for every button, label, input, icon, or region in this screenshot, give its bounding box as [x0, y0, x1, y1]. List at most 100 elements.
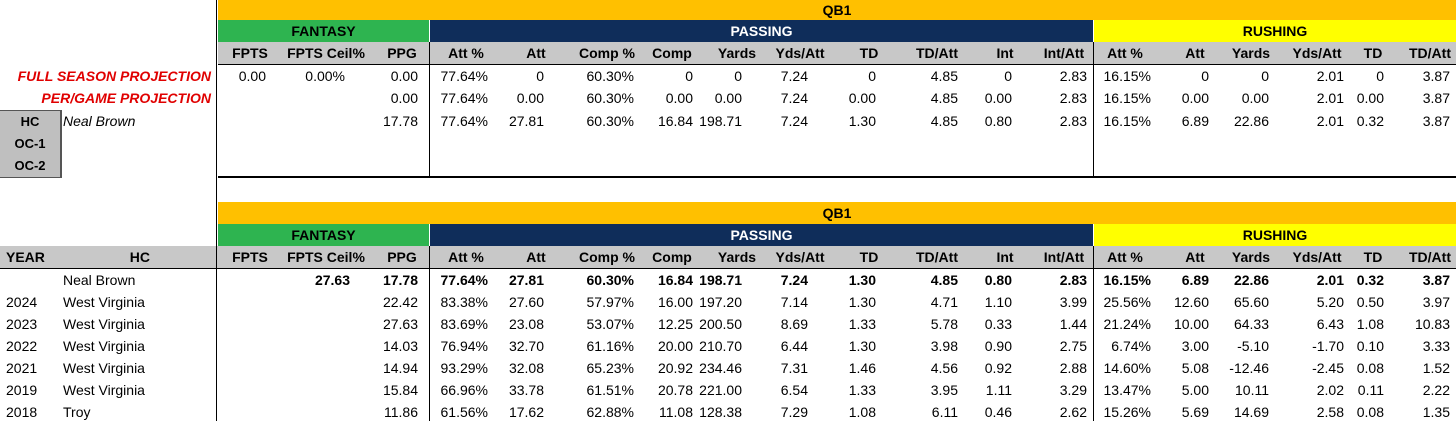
column-header: Att % — [448, 45, 484, 61]
table-cell: 2.01 — [1316, 90, 1344, 106]
column-headers-bottom: YEAR HC FPTS FPTS Ceil% PPG Att % Att Comp % C… — [0, 246, 1456, 268]
table-cell: 3.87 — [1422, 272, 1450, 288]
table-cell: 6.54 — [780, 382, 808, 398]
table-cell: 65.23% — [586, 360, 634, 376]
table-cell: 0.00 — [984, 90, 1012, 106]
table-cell: 0 — [734, 68, 742, 84]
table-cell: -12.46 — [1229, 360, 1269, 376]
hc-header: HC — [129, 249, 150, 265]
column-header: PPG — [387, 249, 417, 265]
table-cell: 0.11 — [1357, 382, 1384, 398]
divider — [218, 64, 1456, 65]
table-cell: 3.87 — [1422, 113, 1450, 129]
table-cell: 27.81 — [508, 113, 544, 129]
table-row: 2024 West Virginia 22.42 83.38% 27.60 57.97% 1… — [0, 291, 1456, 313]
table-cell: 76.94% — [440, 338, 488, 354]
table-cell: 11.86 — [384, 404, 418, 420]
table-cell: 0.00 — [1356, 90, 1384, 106]
table-cell: 3.29 — [1059, 382, 1087, 398]
table-cell: 0.46 — [984, 404, 1012, 420]
table-cell: 5.20 — [1316, 294, 1344, 310]
table-cell: 10.83 — [1414, 316, 1450, 332]
table-cell: 12.60 — [1173, 294, 1209, 310]
qb1-header-bottom: QB1 — [218, 202, 1456, 224]
table-cell: 210.70 — [699, 338, 742, 354]
table-cell: 60.30% — [586, 113, 634, 129]
year-cell: 2019 — [6, 382, 38, 398]
table-cell: -5.10 — [1237, 338, 1269, 354]
column-header: Int — [996, 45, 1014, 61]
table-cell: 3.97 — [1422, 294, 1450, 310]
table-cell: 3.87 — [1422, 68, 1450, 84]
table-cell: 1.30 — [848, 272, 876, 288]
table-cell: 0.80 — [984, 113, 1012, 129]
table-cell: 10.11 — [1235, 382, 1269, 398]
table-cell: 198.71 — [699, 113, 742, 129]
rushing-group-header-top: RUSHING — [1094, 20, 1456, 42]
qb1-header-top: QB1 — [218, 0, 1456, 20]
column-header: Comp — [652, 249, 692, 265]
table-cell: 2.01 — [1316, 272, 1344, 288]
passing-group-header-bottom: PASSING — [430, 224, 1093, 246]
table-cell: 4.85 — [930, 90, 958, 106]
hc-cell: Troy — [63, 404, 91, 420]
table-cell: 2.75 — [1059, 338, 1087, 354]
table-cell: 3.98 — [930, 338, 958, 354]
column-header: TD/Att — [916, 45, 958, 61]
column-header: Yards — [1231, 249, 1271, 265]
table-cell: 6.89 — [1181, 113, 1209, 129]
table-cell: 32.08 — [508, 360, 544, 376]
table-cell: 7.24 — [780, 113, 808, 129]
hc-cell: West Virginia — [63, 382, 145, 398]
column-header-row-bottom — [0, 246, 1456, 268]
table-cell: 62.88% — [586, 404, 634, 420]
year-header: YEAR — [6, 249, 45, 265]
divider — [0, 268, 1456, 269]
role-hc: HC — [0, 111, 60, 133]
table-cell: 4.56 — [930, 360, 958, 376]
column-header: Comp % — [579, 249, 635, 265]
column-header: Yds/Att — [1292, 45, 1342, 61]
role-oc-1: OC-1 — [0, 133, 60, 155]
table-cell: 4.85 — [930, 113, 958, 129]
table-cell: 0.10 — [1356, 338, 1384, 354]
table-cell: 10.00 — [1173, 316, 1209, 332]
table-cell: 20.78 — [657, 382, 693, 398]
table-cell: 16.15% — [1103, 272, 1151, 288]
table-cell: 0.92 — [984, 360, 1012, 376]
table-cell: 0.80 — [984, 272, 1012, 288]
table-cell: 198.71 — [699, 272, 742, 288]
table-cell: 23.08 — [508, 316, 544, 332]
table-cell: 60.30% — [586, 90, 634, 106]
fantasy-group-header-bottom: FANTASY — [218, 224, 429, 246]
column-header: Att % — [1107, 249, 1143, 265]
column-header: FPTS Ceil% — [287, 249, 365, 265]
column-headers-top: FPTS FPTS Ceil% PPG Att % Att Comp % Comp Yards… — [0, 42, 1456, 64]
table-cell: 11.08 — [659, 404, 693, 420]
table-cell: 0.08 — [1356, 404, 1384, 420]
table-cell: 15.84 — [382, 382, 418, 398]
hc-cell: West Virginia — [63, 294, 145, 310]
table-row: FULL SEASON PROJECTION 0.00 0.00% 0.00 77.6… — [0, 65, 1456, 87]
hc-cell: West Virginia — [63, 338, 145, 354]
table-cell: 2.01 — [1316, 113, 1344, 129]
table-cell: 5.00 — [1181, 382, 1209, 398]
table-cell: 7.24 — [780, 68, 808, 84]
column-header: Int/Att — [1043, 249, 1085, 265]
table-cell: 64.33 — [1233, 316, 1269, 332]
table-cell: 0.00 — [1241, 90, 1269, 106]
table-cell: 128.38 — [699, 404, 742, 420]
table-cell: 77.64% — [440, 68, 488, 84]
divider — [1093, 42, 1094, 177]
table-row: 2019 West Virginia 15.84 66.96% 33.78 61.51% 2… — [0, 379, 1456, 401]
table-cell: 13.47% — [1103, 382, 1151, 398]
table-cell: -1.70 — [1312, 338, 1344, 354]
table-cell: 60.30% — [586, 68, 634, 84]
table-cell: 7.24 — [780, 90, 808, 106]
table-cell: 7.24 — [780, 272, 808, 288]
table-cell: 17.78 — [382, 272, 418, 288]
qb1-label: QB1 — [822, 2, 852, 18]
rushing-label: RUSHING — [1242, 227, 1308, 243]
table-cell: 0.00 — [1181, 90, 1209, 106]
column-header: TD — [1363, 45, 1383, 61]
